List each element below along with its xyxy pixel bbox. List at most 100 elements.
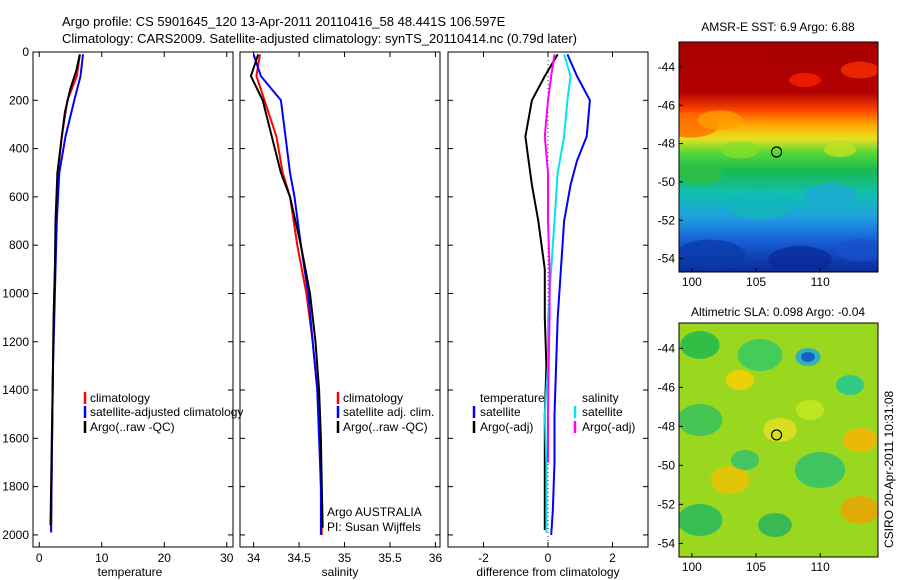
legend-item-temp-satellite: satellite [480,405,521,419]
x-tick-label: -2 [478,551,489,565]
legend-item-climatology: climatology [90,391,150,405]
salinity-annotation-line2: PI: Susan Wijffels [327,520,421,534]
map-x-tick-label: 100 [682,275,702,289]
sst-field-patch [804,183,856,207]
map-y-tick-label: -50 [658,175,676,189]
map-y-tick-label: -50 [658,458,676,472]
sla-map-title: Altimetric SLA: 0.098 Argo: -0.04 [691,305,865,319]
map-y-tick-label: -44 [658,341,676,355]
difference-legend: temperature satellite Argo(-adj) salinit… [472,391,635,434]
sla-field-patch [796,400,824,420]
x-tick-label: 10 [95,551,109,565]
sst-map-field [679,42,878,272]
sla-field-patch [731,450,759,470]
y-tick-label: 1400 [2,383,29,397]
difference-xlabel: difference from climatology [476,565,619,579]
map-y-tick-label: -48 [658,419,676,433]
figure-title-line1: Argo profile: CS 5901645_120 13-Apr-2011… [62,14,506,29]
series-line-difference-2 [543,54,572,533]
sla-field-patch [840,496,878,524]
legend-item-temp-argo: Argo(-adj) [480,420,533,434]
sla-field-patch [843,428,877,452]
sla-field-patch [737,339,783,371]
sla-field-patch [710,466,750,494]
sst-field-patch [789,73,821,87]
map-x-tick-label: 100 [682,560,702,574]
series-line-temperature-1 [50,54,84,533]
sla-field-patch [679,504,723,536]
legend-header-temperature: temperature [480,391,545,405]
sla-field-patch [794,452,846,488]
y-tick-label: 400 [9,142,29,156]
map-y-tick-label: -52 [658,497,676,511]
sla-map-frame [678,322,879,558]
map-y-tick-label: -44 [658,60,676,74]
map-x-tick-label: 110 [811,560,830,574]
legend-item-sat-adj: satellite adj. clim. [343,405,434,419]
map-y-tick-label: -46 [658,98,676,112]
y-tick-label: 1600 [2,431,29,445]
sla-field-patch [836,375,864,395]
x-tick-label: 0 [545,551,552,565]
sst-field-patch [679,165,723,185]
sst-field-patch [679,239,746,271]
sst-field-patch [720,141,760,159]
map-y-tick-label: -46 [658,380,676,394]
x-tick-label: 35 [338,551,352,565]
salinity-xlabel: salinity [322,565,359,579]
temperature-xlabel: temperature [98,565,163,579]
y-tick-label: 800 [9,238,29,252]
legend-item-sat-adj: satellite-adjusted climatology [90,405,243,419]
legend-item-climatology: climatology [343,391,403,405]
sla-field-patch [726,370,754,390]
sst-map-title: AMSR-E SST: 6.9 Argo: 6.88 [701,20,855,34]
map-y-tick-label: -54 [658,252,676,266]
sla-field-patch [679,404,723,436]
series-line-salinity-2 [249,54,324,528]
credit-text: CSIRO 20-Apr-2011 10:31:08 [882,390,896,548]
temperature-legend: climatology satellite-adjusted climatolo… [83,391,243,434]
sst-argo-location-marker [770,146,783,158]
sst-field-patch [697,110,743,130]
series-line-temperature-2 [49,54,81,526]
salinity-panel-frame [239,51,441,548]
salinity-legend: climatology satellite adj. clim. Argo(..… [327,391,434,534]
sst-map-frame [678,41,879,273]
series-line-difference-3 [543,54,556,463]
map-y-tick-label: -48 [658,137,676,151]
x-tick-label: 20 [158,551,172,565]
legend-item-sal-argo: Argo(-adj) [582,420,635,434]
sst-field-patch [840,61,878,79]
sst-field-patch [768,246,832,272]
y-tick-label: 1800 [2,480,29,494]
legend-item-sal-satellite: satellite [582,405,623,419]
x-tick-label: 36 [429,551,443,565]
sla-argo-location-marker [770,429,783,441]
sst-field-patch [834,238,878,262]
legend-item-argo: Argo(..raw -QC) [90,420,175,434]
x-tick-label: 34.5 [287,551,311,565]
salinity-annotation-line1: Argo AUSTRALIA [327,505,422,519]
x-tick-label: 2 [609,551,616,565]
x-tick-label: 34 [247,551,261,565]
x-tick-label: 30 [220,551,234,565]
x-tick-label: 0 [36,551,43,565]
series-line-difference-0 [550,53,591,535]
y-tick-label: 1000 [2,286,29,300]
map-y-tick-label: -54 [658,536,676,550]
map-x-tick-label: 110 [811,275,830,289]
y-tick-label: 2000 [2,528,29,542]
map-x-tick-label: 105 [746,275,766,289]
series-line-salinity-0 [255,54,323,535]
series-line-difference-1 [524,53,559,531]
legend-header-salinity: salinity [582,391,619,405]
sla-field-patch [758,513,792,537]
figure-title-line2: Climatology: CARS2009. Satellite-adjuste… [62,31,577,46]
sst-field-patch [824,143,856,157]
legend-item-argo: Argo(..raw -QC) [343,420,428,434]
y-tick-label: 0 [22,45,29,59]
sla-field-patch [680,331,720,359]
x-tick-label: 35.5 [378,551,402,565]
y-tick-label: 200 [9,93,29,107]
